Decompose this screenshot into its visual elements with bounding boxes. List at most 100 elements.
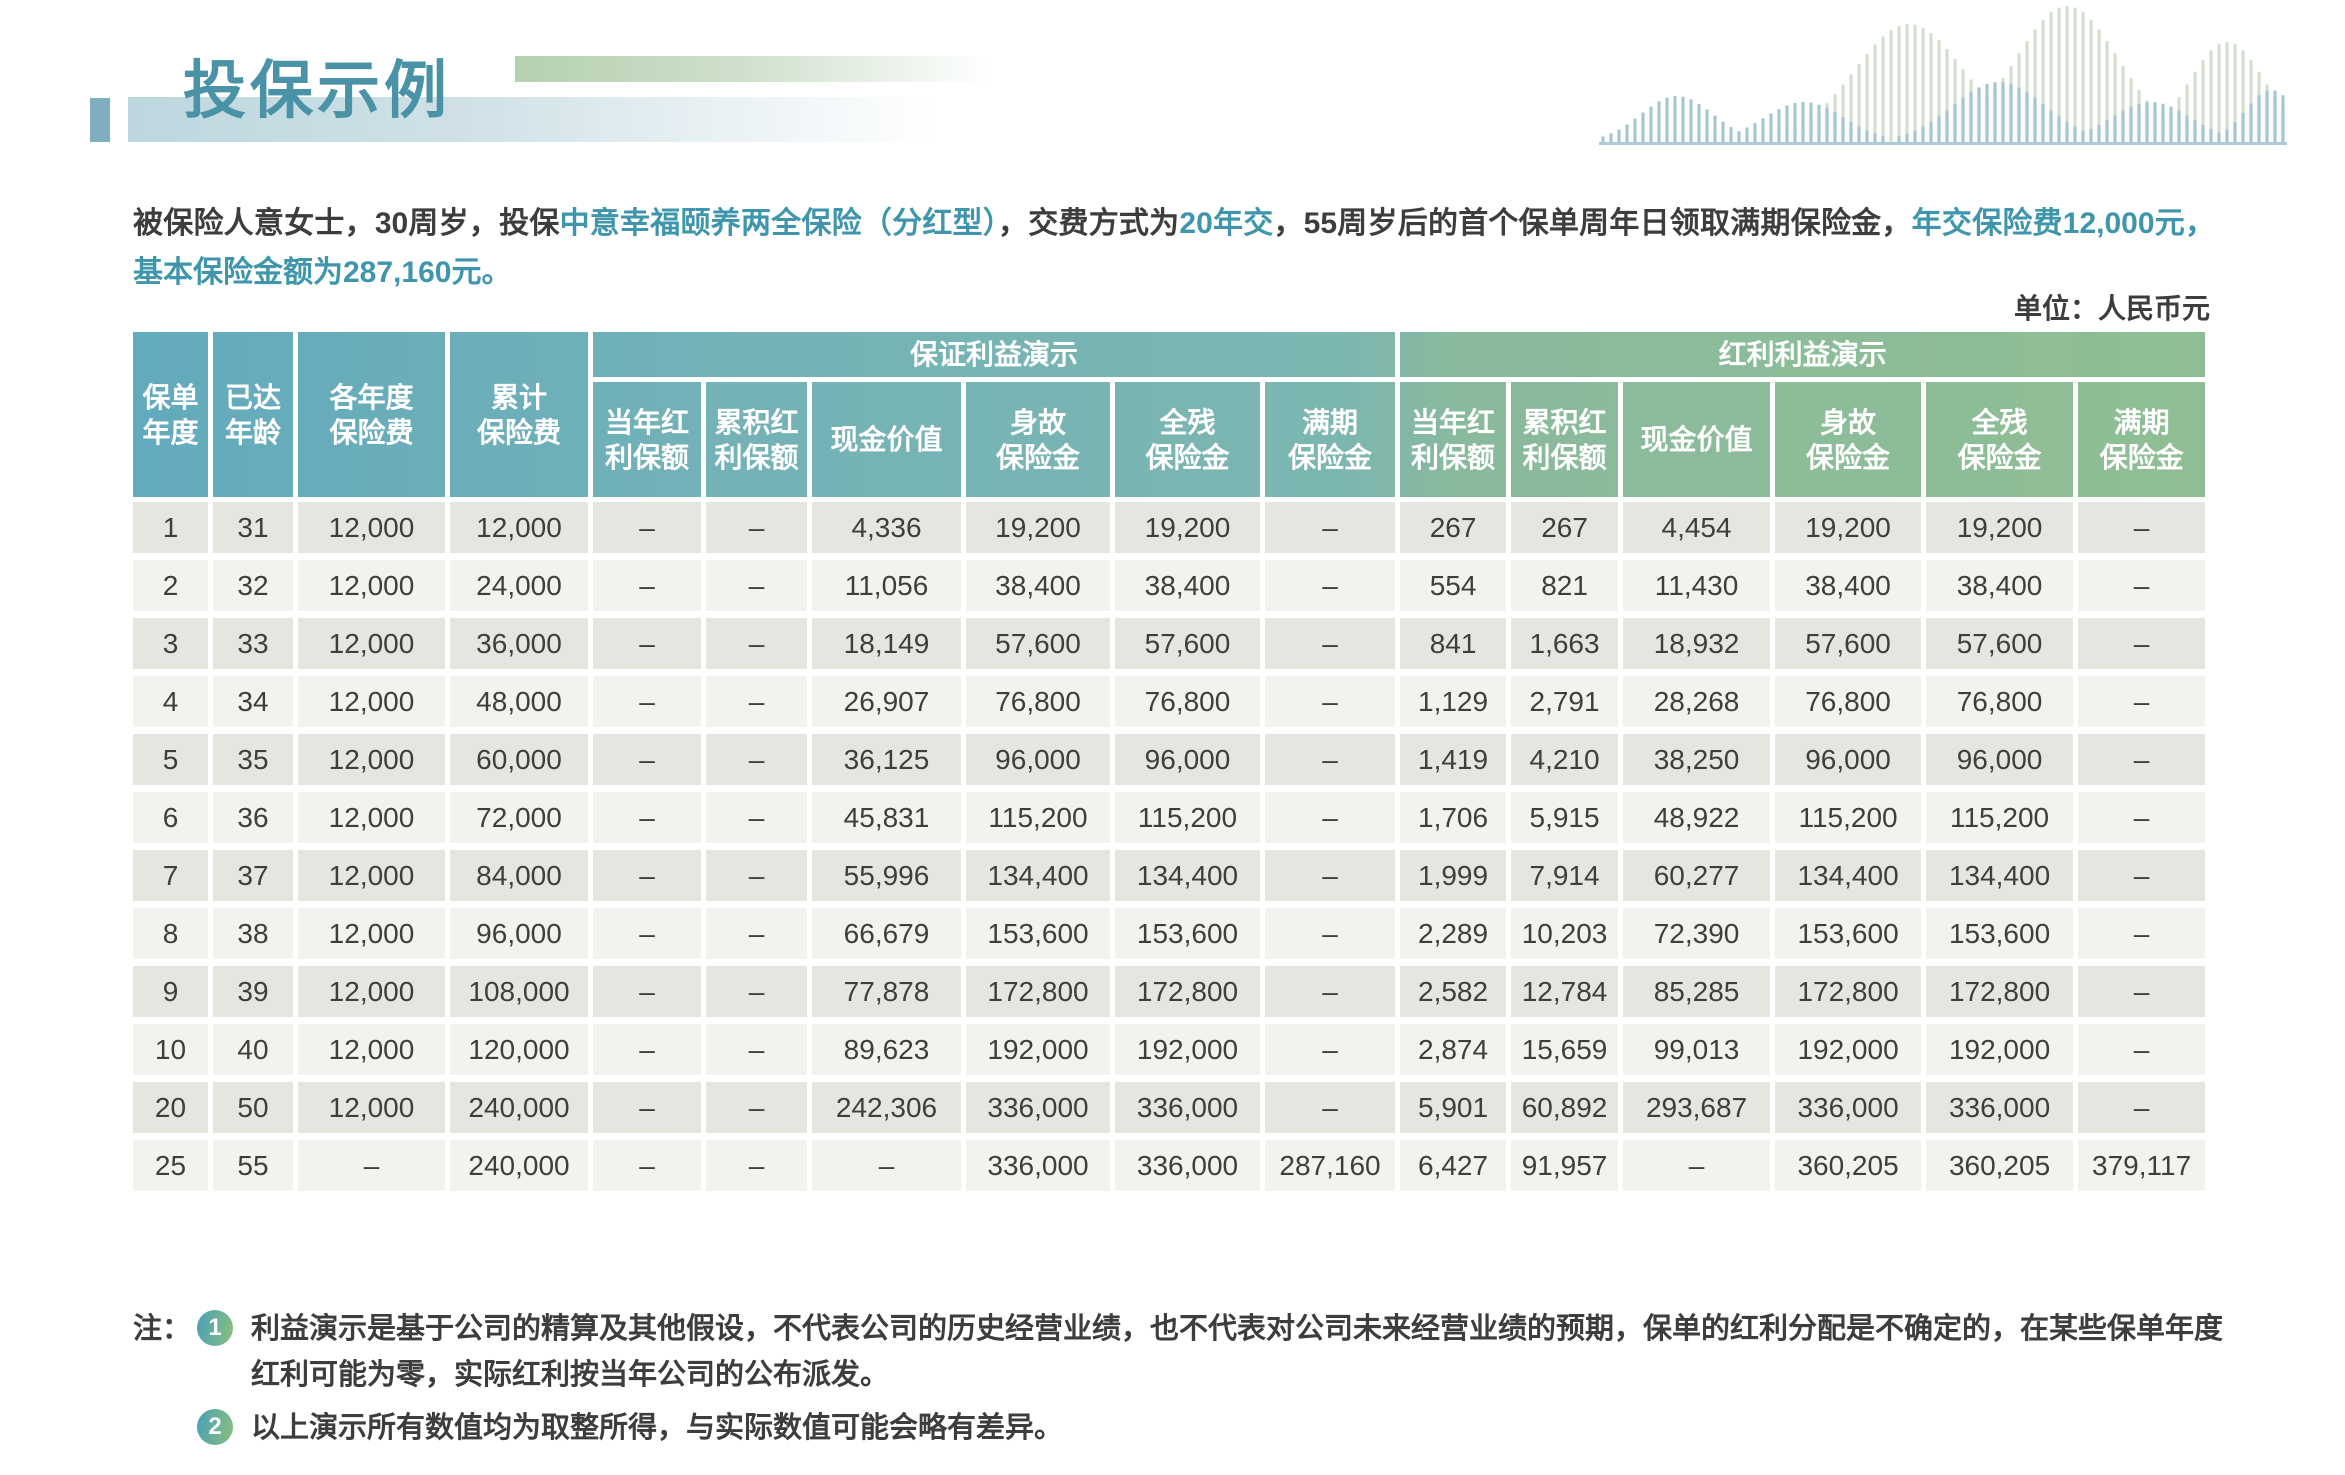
table-cell: 40 — [213, 1024, 298, 1082]
table-cell: 336,000 — [966, 1082, 1115, 1140]
table-cell: 12,000 — [298, 560, 450, 618]
table-cell: – — [2078, 618, 2211, 676]
table-cell: 48,000 — [450, 676, 593, 734]
table-cell: – — [2078, 850, 2211, 908]
header-cumulative-premium: 累计 保险费 — [450, 332, 593, 502]
table-cell: 32 — [213, 560, 298, 618]
table-cell: – — [593, 560, 706, 618]
header-attained-age: 已达 年龄 — [213, 332, 298, 502]
table-cell: 60,000 — [450, 734, 593, 792]
table-cell: 38,400 — [1115, 560, 1265, 618]
table-cell: 2,874 — [1400, 1024, 1512, 1082]
intro-text: ，交费方式为 — [998, 207, 1180, 240]
table-cell: 12,000 — [298, 618, 450, 676]
table-cell: 336,000 — [966, 1140, 1115, 1198]
table-cell: – — [593, 1024, 706, 1082]
table-cell: 153,600 — [1926, 908, 2079, 966]
table-cell: 19,200 — [966, 502, 1115, 560]
table-cell: 172,800 — [1775, 966, 1927, 1024]
table-cell: 115,200 — [966, 792, 1115, 850]
table-cell: 45,831 — [812, 792, 966, 850]
table-cell: – — [1265, 850, 1401, 908]
header-guaranteed-current-bonus: 当年红 利保额 — [593, 382, 706, 502]
table-cell: 35 — [213, 734, 298, 792]
table-cell: 24,000 — [450, 560, 593, 618]
table-cell: 38 — [213, 908, 298, 966]
table-cell: 12,000 — [298, 676, 450, 734]
table-cell: 2,582 — [1400, 966, 1512, 1024]
table-cell: 115,200 — [1115, 792, 1265, 850]
table-cell: – — [1265, 1082, 1401, 1140]
table-cell: – — [2078, 502, 2211, 560]
table-cell: 12,784 — [1511, 966, 1624, 1024]
table-cell: 38,400 — [1775, 560, 1927, 618]
table-cell: 12,000 — [298, 966, 450, 1024]
intro-highlight-product: 中意幸福颐养两全保险（分红型） — [559, 207, 999, 240]
benefits-table: 保单 年度 已达 年龄 各年度 保险费 累计 保险费 保证利益演示 红利利益演示… — [133, 332, 2211, 1198]
table-cell: – — [706, 1024, 812, 1082]
table-cell: 18,932 — [1623, 618, 1776, 676]
wave-decoration — [1599, 4, 2289, 146]
table-cell: 293,687 — [1623, 1082, 1776, 1140]
table-cell: 57,600 — [1115, 618, 1265, 676]
table-cell: 36,000 — [450, 618, 593, 676]
table-cell: – — [2078, 734, 2211, 792]
table-cell: – — [706, 1082, 812, 1140]
notes-section: 注： 1 利益演示是基于公司的精算及其他假设，不代表公司的历史经营业绩，也不代表… — [133, 1306, 2243, 1457]
header-dividend-current-bonus: 当年红 利保额 — [1400, 382, 1512, 502]
table-cell: – — [706, 618, 812, 676]
table-cell: 7 — [133, 850, 213, 908]
table-cell: – — [706, 676, 812, 734]
table-cell: – — [706, 792, 812, 850]
table-cell: 5,915 — [1511, 792, 1624, 850]
table-cell: 6 — [133, 792, 213, 850]
table-cell: 39 — [213, 966, 298, 1024]
table-cell: 336,000 — [1115, 1082, 1265, 1140]
table-cell: 33 — [213, 618, 298, 676]
intro-highlight-term: 20年交 — [1179, 207, 1274, 240]
table-cell: 336,000 — [1775, 1082, 1927, 1140]
table-cell: 37 — [213, 850, 298, 908]
table-cell: 15,659 — [1511, 1024, 1624, 1082]
table-cell: 360,205 — [1926, 1140, 2079, 1198]
table-cell: 19,200 — [1926, 502, 2079, 560]
table-cell: – — [593, 792, 706, 850]
header-guaranteed-maturity-benefit: 满期 保险金 — [1265, 382, 1401, 502]
table-cell: – — [593, 966, 706, 1024]
table-cell: 10,203 — [1511, 908, 1624, 966]
table-cell: – — [2078, 792, 2211, 850]
table-cell: 48,922 — [1623, 792, 1776, 850]
table-cell: 153,600 — [1115, 908, 1265, 966]
table-header: 保单 年度 已达 年龄 各年度 保险费 累计 保险费 保证利益演示 红利利益演示… — [133, 332, 2211, 502]
table-cell: – — [2078, 676, 2211, 734]
table-cell: 4,210 — [1511, 734, 1624, 792]
table-cell: – — [593, 850, 706, 908]
table-cell: 38,400 — [1926, 560, 2079, 618]
table-cell: 821 — [1511, 560, 1624, 618]
table-cell: 10 — [133, 1024, 213, 1082]
table-cell: – — [593, 502, 706, 560]
table-row: 20 50 12,000 240,000– –242,306 336,000 336,000… — [133, 1082, 2211, 1140]
page-title: 投保示例 — [183, 56, 451, 126]
header-guaranteed-accumulated-bonus: 累积红 利保额 — [706, 382, 812, 502]
table-cell: 192,000 — [1115, 1024, 1265, 1082]
table-cell: 172,800 — [966, 966, 1115, 1024]
table-cell: 4,336 — [812, 502, 966, 560]
table-cell: 336,000 — [1115, 1140, 1265, 1198]
table-cell: 1,706 — [1400, 792, 1512, 850]
table-cell: 2,289 — [1400, 908, 1512, 966]
header-group-row: 保单 年度 已达 年龄 各年度 保险费 累计 保险费 保证利益演示 红利利益演示 — [133, 332, 2211, 502]
note-text: 利益演示是基于公司的精算及其他假设，不代表公司的历史经营业绩，也不代表对公司未来… — [251, 1313, 2224, 1392]
table-body: 1 31 12,000 12,000– –4,336 19,200 19,200–267 26… — [133, 502, 2211, 1198]
table-cell: 240,000 — [450, 1140, 593, 1198]
table-cell: 96,000 — [450, 908, 593, 966]
table-cell: 1,999 — [1400, 850, 1512, 908]
table-cell: 96,000 — [1775, 734, 1927, 792]
table-cell: 12,000 — [298, 850, 450, 908]
table-cell: – — [1265, 792, 1401, 850]
table-cell: 153,600 — [1775, 908, 1927, 966]
table-cell: – — [706, 1140, 812, 1198]
table-cell: 57,600 — [1926, 618, 2079, 676]
table-cell: 55 — [213, 1140, 298, 1198]
table-cell: 25 — [133, 1140, 213, 1198]
